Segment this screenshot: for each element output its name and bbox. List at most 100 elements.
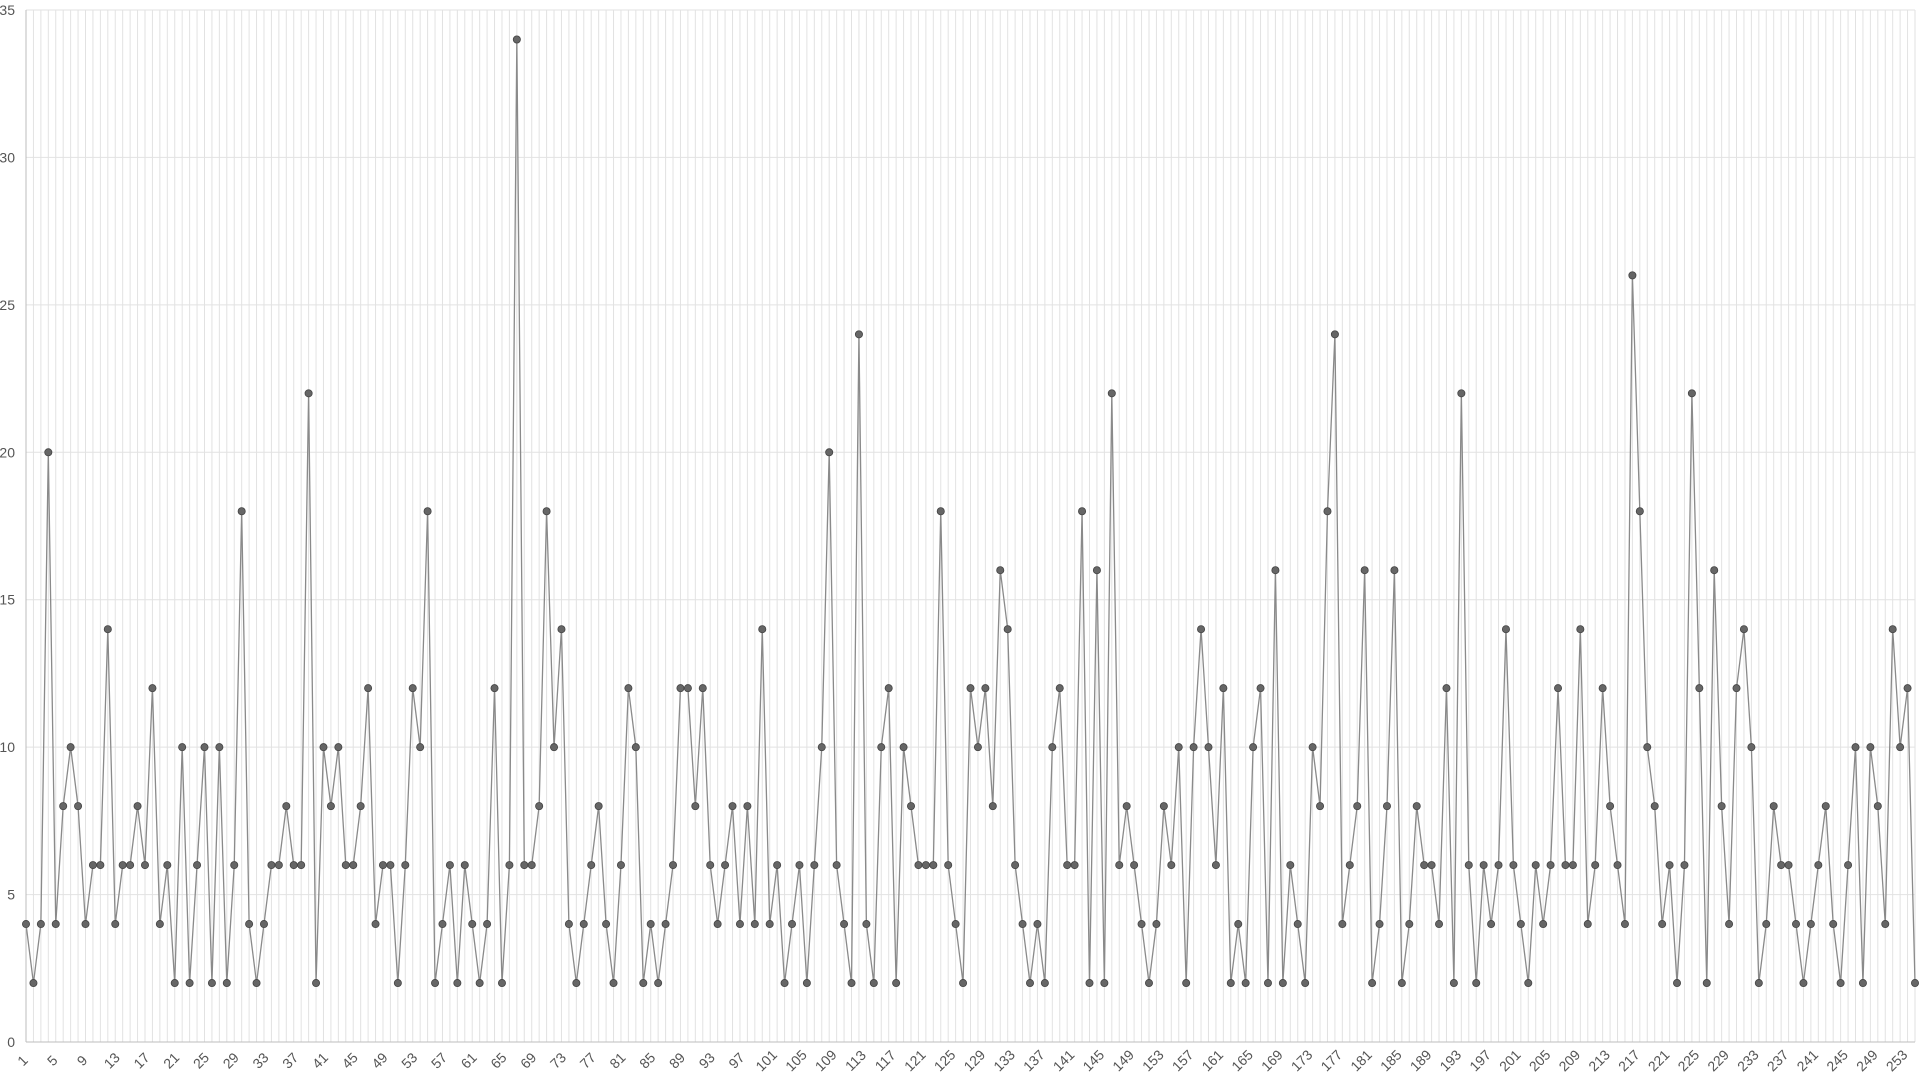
data-point[interactable] <box>802 979 811 988</box>
data-point[interactable] <box>877 743 886 752</box>
data-point[interactable] <box>646 920 655 929</box>
data-point[interactable] <box>1650 802 1659 811</box>
data-point[interactable] <box>996 566 1005 575</box>
data-point[interactable] <box>282 802 291 811</box>
data-point[interactable] <box>988 802 997 811</box>
data-point[interactable] <box>371 920 380 929</box>
data-point[interactable] <box>572 979 581 988</box>
data-point[interactable] <box>527 861 536 870</box>
data-point[interactable] <box>304 389 313 398</box>
data-point[interactable] <box>1516 920 1525 929</box>
data-point[interactable] <box>1152 920 1161 929</box>
data-point[interactable] <box>1167 861 1176 870</box>
data-point[interactable] <box>401 861 410 870</box>
data-point[interactable] <box>1323 507 1332 516</box>
data-point[interactable] <box>631 743 640 752</box>
data-point[interactable] <box>1635 507 1644 516</box>
data-point[interactable] <box>780 979 789 988</box>
data-point[interactable] <box>1487 920 1496 929</box>
data-point[interactable] <box>408 684 417 693</box>
data-point[interactable] <box>1836 979 1845 988</box>
data-point[interactable] <box>1338 920 1347 929</box>
data-point[interactable] <box>1881 920 1890 929</box>
data-point[interactable] <box>951 920 960 929</box>
data-point[interactable] <box>51 920 60 929</box>
data-point[interactable] <box>1174 743 1183 752</box>
data-point[interactable] <box>1710 566 1719 575</box>
data-point[interactable] <box>1717 802 1726 811</box>
data-point[interactable] <box>163 861 172 870</box>
data-point[interactable] <box>825 448 834 457</box>
data-point[interactable] <box>587 861 596 870</box>
data-point[interactable] <box>542 507 551 516</box>
data-point[interactable] <box>1360 566 1369 575</box>
data-point[interactable] <box>96 861 105 870</box>
data-point[interactable] <box>944 861 953 870</box>
data-point[interactable] <box>1725 920 1734 929</box>
data-point[interactable] <box>1189 743 1198 752</box>
data-point[interactable] <box>483 920 492 929</box>
data-point[interactable] <box>810 861 819 870</box>
data-point[interactable] <box>1539 920 1548 929</box>
data-point[interactable] <box>1368 979 1377 988</box>
data-point[interactable] <box>1903 684 1912 693</box>
data-point[interactable] <box>155 920 164 929</box>
data-point[interactable] <box>1888 625 1897 634</box>
data-point[interactable] <box>230 861 239 870</box>
data-point[interactable] <box>468 920 477 929</box>
data-point[interactable] <box>602 920 611 929</box>
data-point[interactable] <box>936 507 945 516</box>
data-point[interactable] <box>349 861 358 870</box>
data-point[interactable] <box>1182 979 1191 988</box>
data-point[interactable] <box>1643 743 1652 752</box>
data-point[interactable] <box>914 861 923 870</box>
data-point[interactable] <box>1911 979 1920 988</box>
data-point[interactable] <box>1249 743 1258 752</box>
data-point[interactable] <box>669 861 678 870</box>
data-point[interactable] <box>1568 861 1577 870</box>
data-point[interactable] <box>222 979 231 988</box>
data-point[interactable] <box>207 979 216 988</box>
data-point[interactable] <box>431 979 440 988</box>
data-point[interactable] <box>981 684 990 693</box>
data-point[interactable] <box>1137 920 1146 929</box>
data-point[interactable] <box>29 979 38 988</box>
data-point[interactable] <box>1561 861 1570 870</box>
data-point[interactable] <box>1702 979 1711 988</box>
data-point[interactable] <box>1130 861 1139 870</box>
data-point[interactable] <box>44 448 53 457</box>
data-point[interactable] <box>252 979 261 988</box>
data-point[interactable] <box>81 920 90 929</box>
data-point[interactable] <box>1501 625 1510 634</box>
data-point[interactable] <box>1122 802 1131 811</box>
data-point[interactable] <box>111 920 120 929</box>
data-point[interactable] <box>453 979 462 988</box>
data-point[interactable] <box>676 684 685 693</box>
data-point[interactable] <box>721 861 730 870</box>
data-point[interactable] <box>1144 979 1153 988</box>
data-point[interactable] <box>557 625 566 634</box>
data-point[interactable] <box>1397 979 1406 988</box>
data-point[interactable] <box>356 802 365 811</box>
data-point[interactable] <box>36 920 45 929</box>
data-point[interactable] <box>1100 979 1109 988</box>
data-point[interactable] <box>706 861 715 870</box>
data-point[interactable] <box>1025 979 1034 988</box>
data-point[interactable] <box>1078 507 1087 516</box>
data-point[interactable] <box>319 743 328 752</box>
data-point[interactable] <box>1896 743 1905 752</box>
data-point[interactable] <box>148 684 157 693</box>
data-point[interactable] <box>1427 861 1436 870</box>
data-point[interactable] <box>1040 979 1049 988</box>
data-point[interactable] <box>1479 861 1488 870</box>
data-point[interactable] <box>1784 861 1793 870</box>
data-point[interactable] <box>215 743 224 752</box>
data-point[interactable] <box>892 979 901 988</box>
data-point[interactable] <box>1375 920 1384 929</box>
data-point[interactable] <box>728 802 737 811</box>
data-point[interactable] <box>1092 566 1101 575</box>
data-point[interactable] <box>1673 979 1682 988</box>
data-point[interactable] <box>654 979 663 988</box>
data-point[interactable] <box>1197 625 1206 634</box>
data-point[interactable] <box>1851 743 1860 752</box>
